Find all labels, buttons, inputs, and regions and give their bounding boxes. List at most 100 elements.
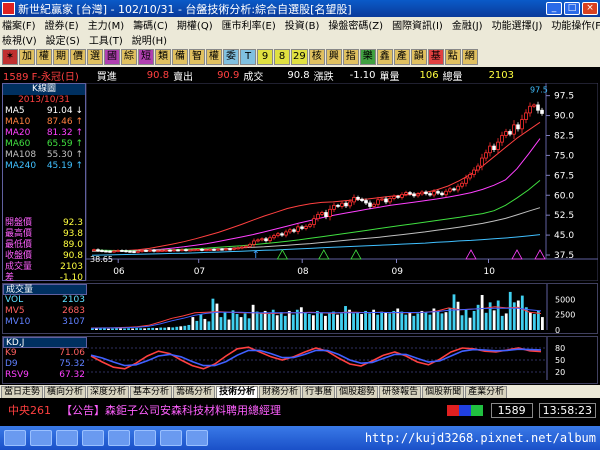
menu-item[interactable]: 金融(J)	[451, 21, 483, 32]
tab-item[interactable]: 橫向分析	[44, 386, 87, 398]
taskbar-item[interactable]	[82, 430, 104, 446]
price-name: 差	[5, 273, 15, 283]
toolbar-button[interactable]: 備	[172, 49, 188, 65]
toolbar-button[interactable]: 鑫	[376, 49, 393, 65]
toolbar-button[interactable]: 權	[206, 49, 222, 65]
tab-item[interactable]: 技術分析	[216, 386, 259, 398]
tab-item[interactable]: 個股新聞	[422, 386, 465, 398]
volume-bar	[432, 308, 436, 330]
y-tick-label: 5000	[555, 295, 575, 304]
menu-item[interactable]: 期權(Q)	[176, 21, 213, 32]
toolbar-button[interactable]: 產	[393, 49, 410, 65]
toolbar-button[interactable]: 加	[19, 49, 35, 65]
taskbar-item[interactable]	[186, 430, 208, 446]
candle	[124, 250, 128, 253]
tab-item[interactable]: 產業分析	[465, 386, 508, 398]
volume-bar	[103, 328, 106, 330]
taskbar-item[interactable]	[108, 430, 130, 446]
volume-chart[interactable]: 5000 2500 0	[87, 284, 599, 333]
toolbar-button[interactable]: 29	[291, 49, 308, 65]
volume-bar	[207, 321, 211, 330]
candlestick-chart[interactable]: 97.5 90.0 82.5 75.0 67.5 60.0 52.5 45.0 37.5 06 07…	[86, 83, 598, 281]
toolbar-button[interactable]: 韻	[410, 49, 427, 65]
volume-bar	[215, 303, 219, 330]
candle	[264, 238, 268, 242]
menu-item[interactable]: 檢視(V)	[2, 36, 37, 47]
candle	[248, 243, 252, 247]
taskbar-item[interactable]	[4, 430, 26, 446]
toolbar-button[interactable]: 網	[461, 49, 478, 65]
candle	[144, 250, 148, 252]
menu-item[interactable]: 說明(H)	[131, 36, 168, 47]
toolbar-button[interactable]: 綜	[121, 49, 137, 65]
candle	[416, 193, 420, 197]
toolbar-button[interactable]: 期	[53, 49, 69, 65]
volume-bar	[251, 304, 255, 330]
y-tick-label: 45.0	[554, 231, 574, 241]
menu-item[interactable]: 匯市利率(E)	[221, 21, 276, 32]
taskbar-item[interactable]	[134, 430, 156, 446]
stock-name[interactable]: 1589 F-永冠(日)	[3, 71, 79, 83]
toolbar-button[interactable]: ✶	[2, 49, 18, 65]
toolbar-button[interactable]: 短	[138, 49, 154, 65]
taskbar-item[interactable]	[56, 430, 78, 446]
candle	[320, 212, 324, 215]
close-button[interactable]: ×	[582, 2, 598, 15]
candle	[368, 202, 372, 207]
news-ticker[interactable]: 【公告】森鉅子公司安森科技材料聘用總經理	[61, 404, 281, 417]
toolbar-button[interactable]: 點	[444, 49, 461, 65]
toolbar-button[interactable]: 樂	[359, 49, 376, 65]
tab-item[interactable]: 基本分析	[130, 386, 173, 398]
toolbar-button[interactable]: 基	[427, 49, 444, 65]
menu-item[interactable]: 工具(T)	[88, 36, 123, 47]
tab-item[interactable]: 財務分析	[259, 386, 302, 398]
menu-item[interactable]: 主力(M)	[87, 21, 125, 32]
menu-item[interactable]: 功能操作(F)	[551, 21, 600, 32]
menu-item[interactable]: 操盤密碼(Z)	[328, 21, 384, 32]
tab-item[interactable]: 個股趨勢	[336, 386, 379, 398]
menu-item[interactable]: 證券(E)	[44, 21, 79, 32]
candle	[184, 249, 188, 252]
kd-line-d9	[90, 348, 542, 367]
toolbar-button[interactable]: 國	[104, 49, 120, 65]
taskbar-item[interactable]	[160, 430, 182, 446]
candle	[400, 194, 404, 198]
maximize-button[interactable]: □	[564, 2, 580, 15]
tab-item[interactable]: 當日走勢	[1, 386, 44, 398]
toolbar-button[interactable]: 興	[325, 49, 342, 65]
volume-bar	[139, 328, 143, 330]
volume-bar	[504, 313, 508, 330]
taskbar-item[interactable]	[30, 430, 52, 446]
toolbar-button[interactable]: 9	[257, 49, 273, 65]
candle	[272, 235, 276, 239]
tab-item[interactable]: 深度分析	[87, 386, 130, 398]
volume-bar	[452, 294, 456, 330]
minimize-button[interactable]: _	[546, 2, 562, 15]
ma-line-ma240	[91, 234, 541, 256]
tab-item[interactable]: 行事曆	[302, 386, 336, 398]
toolbar-button[interactable]: T	[240, 49, 256, 65]
ma-row: MA20 81.32 ↑	[3, 128, 85, 139]
menu-item[interactable]: 籌碼(C)	[133, 21, 168, 32]
menu-item[interactable]: 國際資訊(I)	[392, 21, 443, 32]
candle	[336, 204, 340, 207]
toolbar-button[interactable]: 價	[70, 49, 86, 65]
toolbar-button[interactable]: 核	[308, 49, 325, 65]
price-value: 89.0	[62, 240, 83, 250]
menu-item[interactable]: 設定(S)	[45, 36, 80, 47]
tab-item[interactable]: 研發報告	[379, 386, 422, 398]
toolbar-button[interactable]: 類	[155, 49, 171, 65]
toolbar-button[interactable]: 選	[87, 49, 103, 65]
menu-item[interactable]: 檔案(F)	[2, 21, 36, 32]
legend-value: 3107	[62, 317, 85, 327]
toolbar-button[interactable]: 指	[342, 49, 359, 65]
toolbar-button[interactable]: 委	[223, 49, 239, 65]
toolbar-button[interactable]: 8	[274, 49, 290, 65]
toolbar-button[interactable]: 權	[36, 49, 52, 65]
menu-item[interactable]: 功能選擇(J)	[491, 21, 543, 32]
toolbar-button[interactable]: 智	[189, 49, 205, 65]
kd-chart[interactable]: 80 50 20	[87, 337, 599, 383]
menu-item[interactable]: 投資(B)	[284, 21, 320, 32]
tab-item[interactable]: 籌碼分析	[173, 386, 216, 398]
candle	[128, 250, 132, 253]
